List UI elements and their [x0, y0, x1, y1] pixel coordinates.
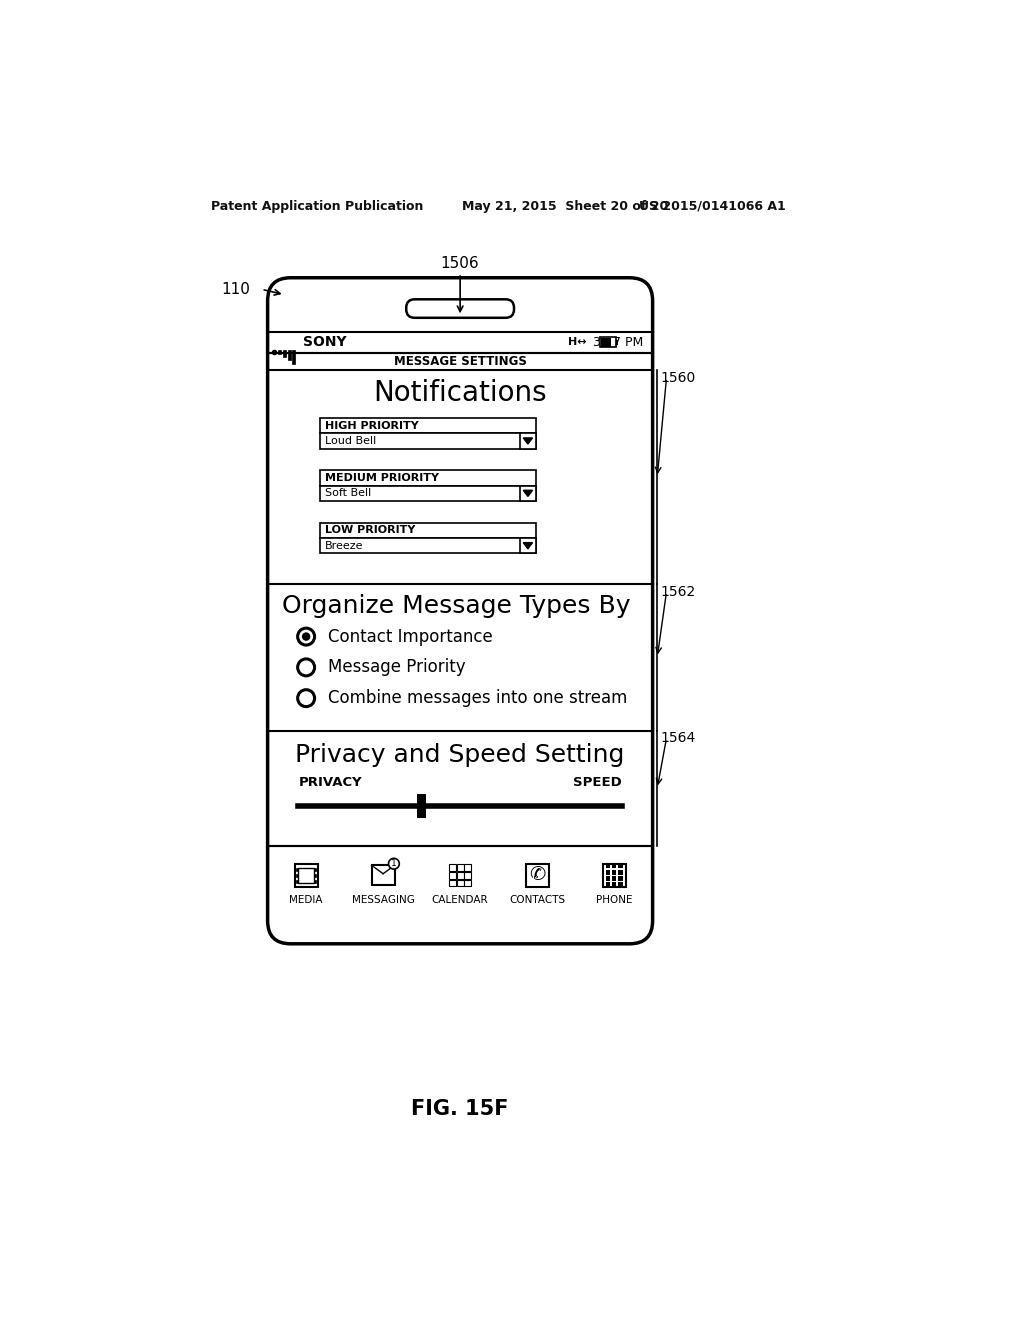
Text: FIG. 15F: FIG. 15F — [412, 1100, 509, 1119]
Bar — [520, 486, 536, 502]
Bar — [288, 350, 291, 360]
Text: HIGH PRIORITY: HIGH PRIORITY — [325, 421, 419, 430]
Bar — [611, 882, 616, 887]
Circle shape — [298, 689, 314, 706]
Text: CALENDAR: CALENDAR — [432, 895, 488, 906]
Text: MEDIA: MEDIA — [290, 895, 323, 906]
Text: US 2015/0141066 A1: US 2015/0141066 A1 — [639, 199, 785, 213]
Text: Breeze: Breeze — [325, 541, 364, 550]
Text: H↔: H↔ — [568, 338, 587, 347]
Text: SONY: SONY — [303, 335, 347, 350]
Bar — [296, 880, 298, 883]
Bar — [279, 350, 282, 354]
Bar — [295, 863, 317, 887]
Bar — [615, 341, 617, 345]
Text: 1560: 1560 — [660, 371, 695, 385]
Text: Notifications: Notifications — [374, 379, 547, 408]
Bar — [617, 870, 623, 875]
Bar — [525, 863, 549, 887]
Bar — [319, 486, 536, 502]
Bar — [601, 338, 611, 347]
Bar — [319, 470, 536, 486]
Bar — [617, 876, 623, 880]
Bar — [617, 882, 623, 887]
Bar — [520, 539, 536, 553]
Bar — [617, 863, 623, 869]
FancyBboxPatch shape — [407, 300, 514, 318]
Text: 3:37 PM: 3:37 PM — [593, 335, 643, 348]
Text: MEDIUM PRIORITY: MEDIUM PRIORITY — [325, 473, 438, 483]
Text: ✆: ✆ — [529, 865, 546, 884]
Bar — [611, 863, 616, 869]
Text: Contact Importance: Contact Importance — [328, 627, 493, 645]
Bar — [602, 863, 626, 887]
Text: 110: 110 — [222, 281, 251, 297]
Bar — [457, 871, 464, 879]
Text: LOW PRIORITY: LOW PRIORITY — [325, 525, 415, 536]
Bar — [319, 418, 536, 433]
Bar — [611, 876, 616, 880]
Text: 1: 1 — [391, 859, 396, 869]
Bar — [296, 867, 298, 871]
FancyBboxPatch shape — [267, 277, 652, 944]
Polygon shape — [523, 490, 532, 496]
Bar — [296, 874, 298, 876]
Bar — [464, 879, 471, 887]
Circle shape — [298, 628, 314, 645]
Text: Message Priority: Message Priority — [328, 659, 465, 676]
Bar — [600, 338, 615, 347]
Text: PRIVACY: PRIVACY — [298, 776, 362, 789]
Bar — [605, 870, 610, 875]
Bar — [605, 876, 610, 880]
Bar — [449, 871, 456, 879]
Bar — [464, 871, 471, 879]
Bar — [313, 867, 316, 871]
Bar — [417, 793, 426, 818]
Text: 1506: 1506 — [440, 256, 479, 272]
Bar — [313, 880, 316, 883]
Bar — [372, 866, 394, 886]
Bar — [605, 863, 610, 869]
Text: MESSAGE SETTINGS: MESSAGE SETTINGS — [393, 355, 526, 368]
Bar — [611, 870, 616, 875]
Polygon shape — [523, 438, 532, 444]
Text: 1562: 1562 — [660, 585, 695, 599]
Bar — [464, 865, 471, 871]
Circle shape — [302, 632, 310, 640]
Text: 1564: 1564 — [660, 731, 695, 746]
Bar — [520, 433, 536, 449]
Bar — [298, 867, 313, 883]
Bar — [449, 865, 456, 871]
Bar — [449, 879, 456, 887]
Bar — [292, 350, 295, 364]
Text: Organize Message Types By: Organize Message Types By — [282, 594, 631, 618]
Text: Patent Application Publication: Patent Application Publication — [211, 199, 424, 213]
Text: CONTACTS: CONTACTS — [509, 895, 565, 906]
Bar — [319, 433, 536, 449]
Bar — [283, 350, 286, 358]
Bar — [319, 539, 536, 553]
Bar — [313, 874, 316, 876]
Bar — [319, 523, 536, 539]
Polygon shape — [523, 543, 532, 549]
Bar — [605, 882, 610, 887]
Text: Loud Bell: Loud Bell — [325, 436, 376, 446]
Circle shape — [388, 858, 399, 869]
Bar — [457, 865, 464, 871]
Text: PHONE: PHONE — [596, 895, 633, 906]
Text: Combine messages into one stream: Combine messages into one stream — [328, 689, 627, 708]
Bar — [457, 879, 464, 887]
Text: Privacy and Speed Setting: Privacy and Speed Setting — [296, 743, 625, 767]
Circle shape — [298, 659, 314, 676]
Text: SPEED: SPEED — [573, 776, 622, 789]
Text: MESSAGING: MESSAGING — [351, 895, 415, 906]
Text: May 21, 2015  Sheet 20 of 20: May 21, 2015 Sheet 20 of 20 — [462, 199, 668, 213]
Text: Soft Bell: Soft Bell — [325, 488, 371, 499]
